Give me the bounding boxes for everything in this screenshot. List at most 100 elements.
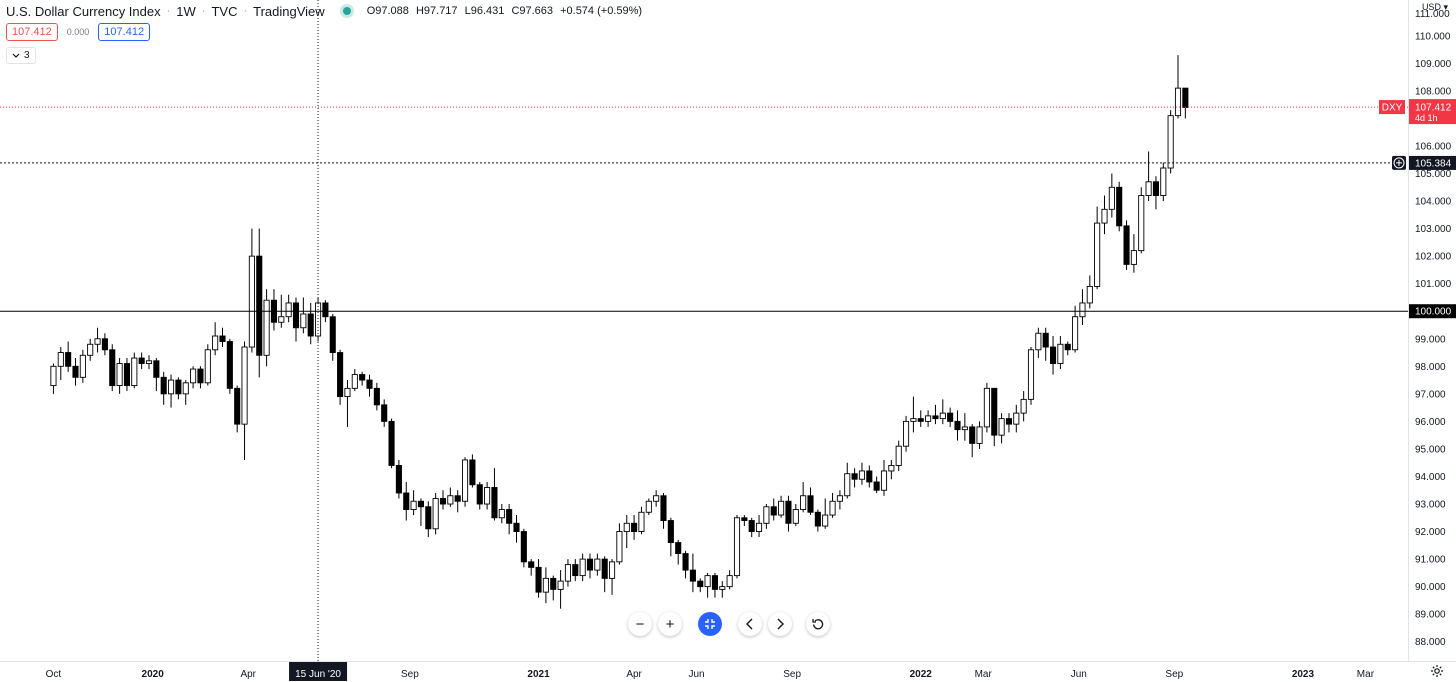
candle-body <box>1116 186 1123 227</box>
candle-down <box>226 338 233 394</box>
candle-up <box>638 506 645 535</box>
candle-up <box>50 363 57 394</box>
candle-down <box>219 327 226 348</box>
candle-down <box>711 572 718 598</box>
zoom-out-button[interactable]: − <box>628 612 652 636</box>
candle-up <box>1101 195 1108 235</box>
candle-body <box>1035 332 1042 351</box>
candle-up <box>248 228 255 353</box>
candle-down <box>535 559 542 598</box>
add-alert-button[interactable] <box>1392 155 1406 170</box>
reset-chart-button[interactable] <box>806 612 830 636</box>
sell-button[interactable]: 107.412 <box>6 23 58 41</box>
candle-body <box>836 495 843 502</box>
candle-body <box>895 445 902 466</box>
interval-label[interactable]: 1W <box>176 3 196 19</box>
horizontal-line-price-label: 100.000 <box>1415 307 1452 318</box>
candle-up <box>1027 347 1035 405</box>
candle-down <box>373 382 380 411</box>
price-tick-label: 111.000 <box>1415 9 1450 20</box>
candle-up <box>1094 206 1101 290</box>
candle-body <box>1049 346 1057 364</box>
time-tick-label: Sep <box>1165 669 1183 680</box>
candle-up <box>719 581 726 598</box>
chart-lines <box>0 0 1408 661</box>
candle-up <box>726 570 733 590</box>
high-value: H97.717 <box>415 5 458 17</box>
close-value: C97.663 <box>511 5 554 17</box>
candle-body <box>719 586 726 590</box>
crosshair-date-box <box>289 662 348 681</box>
candle-body <box>329 316 336 353</box>
gear-icon[interactable] <box>1430 664 1444 678</box>
candle-body <box>256 255 263 356</box>
reset-zoom-button[interactable] <box>698 612 722 636</box>
candle-down <box>550 575 557 601</box>
symbol-name[interactable]: U.S. Dollar Currency Index <box>6 3 161 19</box>
candle-body <box>792 509 799 524</box>
indicators-toggle-button[interactable]: 3 <box>6 47 36 64</box>
zoom-in-button[interactable]: + <box>658 612 682 636</box>
candle-body <box>182 382 189 395</box>
candle-body <box>1108 186 1115 210</box>
candle-down <box>586 553 594 579</box>
market-status-icon[interactable] <box>342 7 351 15</box>
candle-body <box>741 517 748 521</box>
candle-down <box>851 468 858 488</box>
buy-button[interactable]: 107.412 <box>98 23 151 41</box>
candle-body <box>226 341 233 389</box>
candle-body <box>447 495 454 505</box>
scroll-right-button[interactable] <box>768 612 792 636</box>
candle-up <box>961 413 968 441</box>
currency-button[interactable]: USD ▾ <box>1422 2 1448 13</box>
candle-body <box>388 420 395 466</box>
scroll-left-button[interactable] <box>738 612 762 636</box>
currency-label: USD <box>1421 2 1441 12</box>
candle-up <box>300 297 307 334</box>
candle-up <box>1020 391 1027 422</box>
candle-body <box>425 506 432 530</box>
crosshair-price-label: 105.384 <box>1415 158 1452 169</box>
last-price-box <box>1409 99 1456 125</box>
candle-body <box>998 418 1005 436</box>
candle-body <box>94 338 101 345</box>
candle-body <box>711 575 718 590</box>
candle-down <box>476 481 483 510</box>
price-tick-label: 97.000 <box>1415 389 1446 400</box>
candle-body <box>1079 302 1086 318</box>
candle-down <box>675 539 682 565</box>
time-tick-label: Mar <box>975 669 993 680</box>
candle-up <box>498 504 505 524</box>
candle-up <box>756 515 763 538</box>
candle-body <box>1174 87 1182 117</box>
time-tick-label: Mar <box>1357 669 1375 680</box>
candle-up <box>836 490 843 510</box>
candle-down <box>513 515 520 543</box>
candle-down <box>689 553 696 593</box>
candle-up <box>557 570 564 609</box>
chevron-right-icon <box>777 618 784 630</box>
candle-body <box>337 352 344 398</box>
candle-down <box>469 454 476 488</box>
candle-body <box>1167 115 1174 169</box>
chart-navigation-toolbar: − + <box>0 612 1456 638</box>
chevron-left-icon <box>746 618 753 630</box>
candle-down <box>785 495 792 532</box>
time-axis[interactable]: Oct 2020 Apr Sep 2021 Apr Jun Sep 2022 Mar Jun Sep 2… <box>0 661 1456 682</box>
time-tick-label: Apr <box>240 669 256 680</box>
price-tick-label: 89.000 <box>1415 610 1446 621</box>
time-tick-label: 2022 <box>910 669 933 680</box>
candle-up <box>542 567 549 604</box>
candle-body <box>351 374 358 389</box>
candle-up <box>623 515 630 549</box>
price-tick-label: 90.000 <box>1415 582 1446 593</box>
candle-down <box>403 481 410 521</box>
candle-down <box>337 349 344 405</box>
candle-up <box>432 492 439 535</box>
price-axis[interactable]: 110.000109.000108.000107.000106.000105.0… <box>1379 0 1456 682</box>
candle-up <box>263 289 270 367</box>
candle-down <box>329 313 336 361</box>
candle-body <box>983 387 990 428</box>
candle-body <box>476 484 483 505</box>
